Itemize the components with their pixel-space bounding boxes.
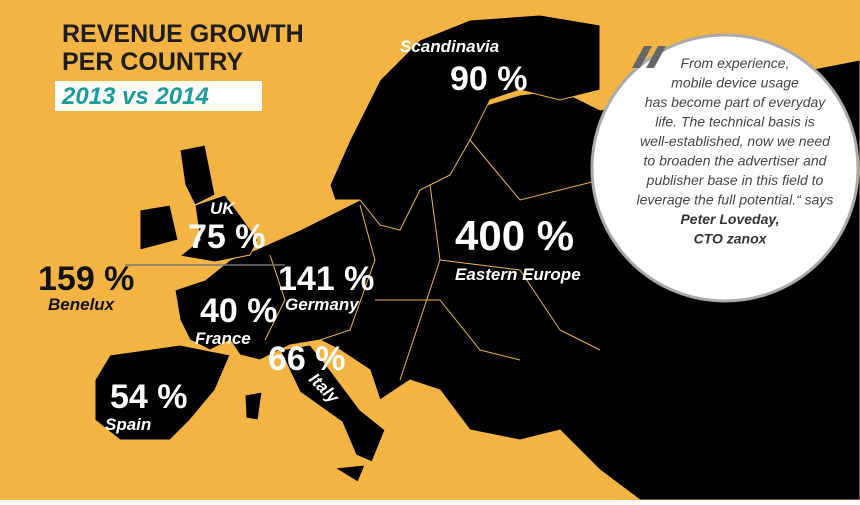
- region-name: France: [195, 329, 251, 348]
- region-value: 159 %: [38, 260, 134, 298]
- sicily: [333, 464, 366, 483]
- region-name: Scandinavia: [400, 37, 499, 56]
- quote-line: leverage the full potential.“ says: [637, 192, 834, 208]
- quote-role: CTO zanox: [694, 231, 768, 247]
- region-value: 54 %: [110, 378, 188, 416]
- region-value: 400 %: [455, 212, 574, 259]
- region-name: Eastern Europe: [455, 265, 581, 284]
- quote: From experience, mobile device usage has b…: [637, 55, 834, 247]
- scotland: [179, 144, 216, 206]
- quote-line: to broaden the advertiser and: [644, 153, 828, 169]
- iberia: [94, 344, 231, 441]
- border: [399, 184, 441, 381]
- quote-line: well-established, now we need: [640, 133, 831, 149]
- scandinavia-shape: [329, 14, 601, 231]
- quote-line: publisher base in this field to: [646, 172, 824, 188]
- region-value: 40 %: [200, 292, 278, 330]
- border: [264, 254, 286, 341]
- title-line: PER COUNTRY: [62, 48, 243, 76]
- region-value: 75 %: [188, 218, 266, 256]
- quote-mark: [632, 46, 666, 68]
- ireland: [139, 204, 179, 251]
- region-value: 141 %: [278, 260, 374, 298]
- quote-author: Peter Loveday,: [680, 211, 779, 227]
- borders: [264, 139, 601, 381]
- border: [375, 299, 521, 361]
- italy-shape: [279, 344, 386, 463]
- sardinia: [244, 391, 263, 421]
- region-value: 90 %: [450, 60, 528, 98]
- quote-line: From experience,: [681, 55, 790, 71]
- border: [319, 204, 376, 341]
- region-name: Benelux: [48, 295, 116, 314]
- title-line: REVENUE GROWTH: [62, 20, 304, 48]
- quote-bubble: [590, 33, 860, 303]
- region-value: 66 %: [268, 340, 346, 378]
- quote-line: has become part of everyday: [645, 94, 827, 110]
- region-name: Germany: [285, 295, 360, 314]
- subtitle: 2013 vs 2014: [61, 83, 209, 110]
- region-name: UK: [210, 199, 236, 218]
- border: [439, 259, 601, 351]
- region-name: Spain: [105, 415, 151, 434]
- subtitle-box: [55, 81, 262, 111]
- border: [469, 139, 601, 201]
- quote-line: life. The technical basis is: [655, 114, 815, 130]
- quote-line: mobile device usage: [671, 75, 799, 91]
- england: [178, 194, 259, 263]
